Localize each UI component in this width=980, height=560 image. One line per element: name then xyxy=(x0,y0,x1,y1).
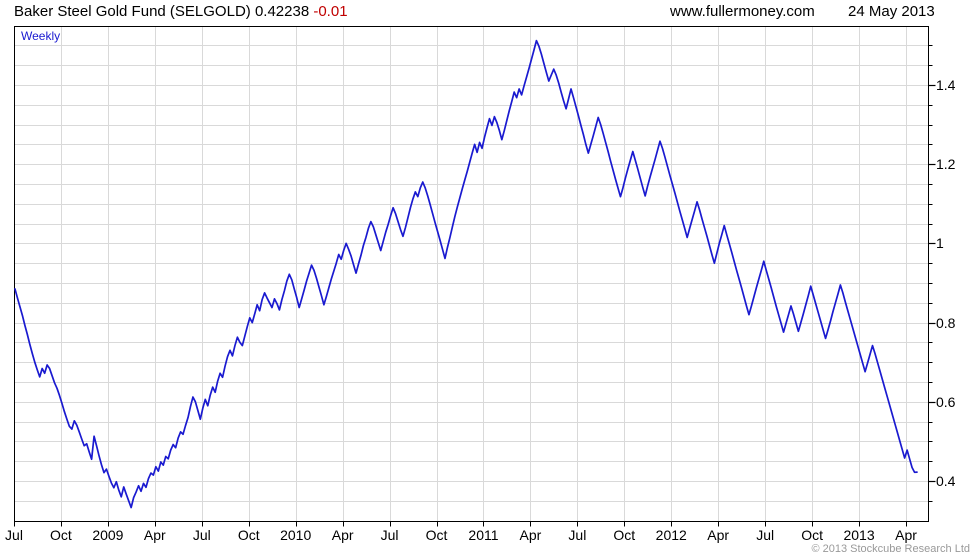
y-axis-tick-label: 0.6 xyxy=(936,393,956,410)
x-axis-tick-label: Oct xyxy=(237,527,260,543)
x-axis-tick-label: Jul xyxy=(192,527,211,543)
price-line-series xyxy=(14,39,918,509)
x-axis-tick-label: Oct xyxy=(801,527,823,543)
x-axis-tick-label: 2010 xyxy=(280,527,312,543)
gridlines xyxy=(14,26,929,522)
chart-title-text: Baker Steel Gold Fund (SELGOLD) 0.42238 xyxy=(14,3,310,20)
x-axis-tick-label: Apr xyxy=(707,527,730,543)
x-axis-tick-label: 2013 xyxy=(843,527,875,543)
x-axis-tick-label: Jul xyxy=(5,527,23,543)
copyright-notice: © 2013 Stockcube Research Ltd xyxy=(811,543,970,555)
x-axis-tick-label: 2009 xyxy=(92,527,124,543)
x-axis-tick-label: 2011 xyxy=(468,527,499,543)
x-axis-tick-label: Oct xyxy=(50,527,72,543)
chart-date-label: 24 May 2013 xyxy=(848,3,935,20)
price-change: -0.01 xyxy=(313,3,348,20)
x-axis-tick-label: Jul xyxy=(756,527,775,543)
x-axis-tick-label: 2012 xyxy=(655,527,687,543)
frequency-label: Weekly xyxy=(21,29,61,43)
y-axis-tick-label: 0.8 xyxy=(936,314,956,331)
source-website-label: www.fullermoney.com xyxy=(670,3,815,20)
x-axis-tick-label: Jul xyxy=(380,527,399,543)
y-axis-tick-label: 0.4 xyxy=(936,473,956,489)
y-axis-tick-label: 1.4 xyxy=(936,77,956,93)
x-axis-tick-label: Oct xyxy=(613,527,636,543)
x-axis-tick-label: Oct xyxy=(425,527,448,543)
x-axis-tick-label: Jul xyxy=(568,527,587,543)
x-axis-tick-label: Apr xyxy=(143,527,166,543)
chart-title: Baker Steel Gold Fund (SELGOLD) 0.42238 … xyxy=(14,3,348,20)
y-axis-tick-label: 1.2 xyxy=(936,156,956,173)
axis-ticks xyxy=(14,45,936,527)
y-axis-tick-label: 1 xyxy=(936,235,944,252)
x-axis-tick-label: Apr xyxy=(895,527,917,543)
x-axis-tick-label: Apr xyxy=(519,527,542,543)
plot-frame xyxy=(14,26,929,522)
x-axis-tick-label: Apr xyxy=(331,527,354,543)
